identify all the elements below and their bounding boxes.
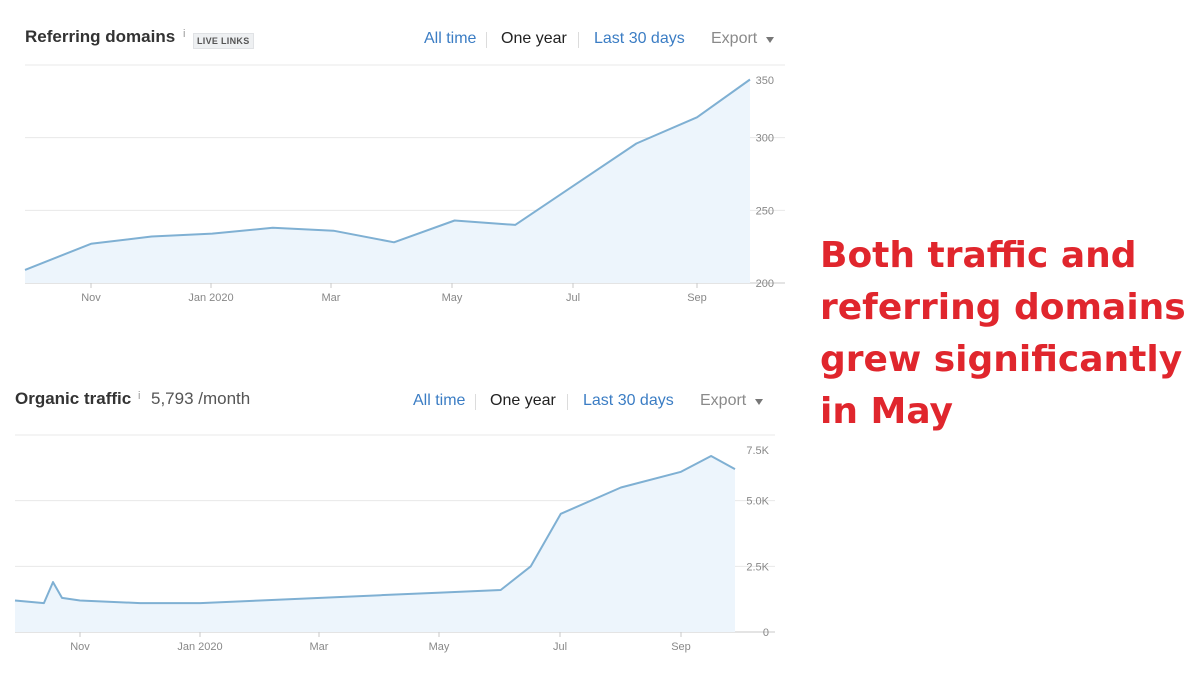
export-button[interactable]: Export [700, 392, 747, 409]
referring-domains-panel: Referring domains i LIVE LINKS All time … [0, 0, 800, 340]
x-tick-label: Mar [322, 292, 341, 304]
series-line [24, 78, 751, 271]
y-tick-label: 0 [763, 627, 769, 639]
referring-domains-title: Referring domains [25, 27, 176, 46]
tab-divider [475, 394, 476, 410]
x-tick-label: May [429, 641, 450, 653]
tab-divider [567, 394, 568, 410]
live-links-badge[interactable]: LIVE LINKS [193, 33, 254, 49]
series-line [14, 455, 736, 605]
x-tick-label: Nov [70, 641, 90, 653]
tab-all-time[interactable]: All time [424, 30, 477, 47]
y-tick-label: 7.5K [746, 445, 769, 457]
organic-traffic-title: Organic traffic [15, 389, 132, 408]
series-area [25, 79, 750, 283]
series-area [15, 456, 735, 632]
y-tick-label: 5.0K [746, 496, 769, 508]
x-tick-label: Jan 2020 [188, 292, 233, 304]
referring-domains-chart: 350 300 250 200 Nov Jan 2020 Mar May Jul Sep [24, 64, 785, 304]
organic-traffic-value: 5,793 /month [151, 389, 251, 408]
info-icon[interactable]: i [183, 28, 186, 40]
y-tick-label: 300 [756, 133, 774, 145]
tab-last-30-days[interactable]: Last 30 days [594, 30, 685, 47]
y-tick-label: 200 [756, 278, 774, 290]
organic-traffic-chart: 7.5K 5.0K 2.5K 0 Nov Jan 2020 Mar May Jul Sep [14, 434, 775, 653]
y-tick-label: 2.5K [746, 561, 769, 573]
tab-all-time[interactable]: All time [413, 392, 466, 409]
tab-last-30-days[interactable]: Last 30 days [583, 392, 674, 409]
x-tick-label: Jan 2020 [177, 641, 222, 653]
export-button[interactable]: Export [711, 30, 758, 47]
tab-one-year[interactable]: One year [490, 392, 556, 409]
organic-traffic-panel: Organic traffic i 5,793 /month All time … [0, 352, 800, 678]
tab-divider [486, 32, 487, 48]
tab-one-year[interactable]: One year [501, 30, 567, 47]
tab-divider [578, 32, 579, 48]
info-icon[interactable]: i [138, 390, 141, 402]
y-tick-label: 250 [756, 205, 774, 217]
chevron-down-icon[interactable] [755, 399, 763, 405]
x-tick-label: Sep [687, 292, 707, 304]
x-tick-label: May [442, 292, 463, 304]
chevron-down-icon[interactable] [766, 37, 774, 43]
annotation-text: Both traffic and referring domains grew … [820, 235, 1186, 432]
y-tick-label: 350 [756, 75, 774, 87]
x-tick-label: Sep [671, 641, 691, 653]
x-tick-label: Nov [81, 292, 101, 304]
x-tick-label: Jul [566, 292, 580, 304]
x-tick-label: Mar [310, 641, 329, 653]
x-tick-label: Jul [553, 641, 567, 653]
